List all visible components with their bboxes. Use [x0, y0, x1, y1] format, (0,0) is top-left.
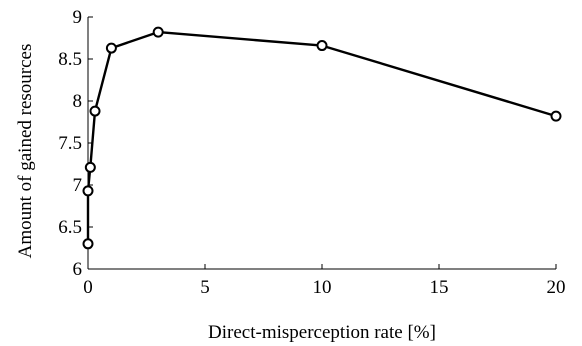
y-tick-label: 6 [73, 259, 83, 280]
y-tick-label: 6.5 [58, 217, 82, 238]
y-tick-label: 9 [73, 7, 83, 28]
data-point [550, 110, 562, 122]
x-ticks: 0 5 10 15 20 [83, 264, 566, 298]
data-point [84, 161, 96, 173]
data-point [89, 105, 101, 117]
y-tick-label: 7 [73, 175, 83, 196]
x-tick-label: 10 [313, 277, 332, 298]
axes [87, 17, 556, 270]
y-tick-label: 8 [73, 91, 83, 112]
y-tick-label: 8.5 [58, 49, 82, 70]
x-tick-label: 15 [430, 277, 449, 298]
series-line [86, 30, 557, 244]
data-point [152, 26, 164, 38]
data-point [82, 238, 94, 250]
y-ticks: 6 6.5 7 7.5 8 8.5 9 [58, 7, 93, 280]
y-tick-label: 7.5 [58, 133, 82, 154]
x-tick-label: 20 [547, 277, 566, 298]
x-axis-label: Direct-misperception rate [%] [208, 322, 436, 343]
data-point [105, 42, 117, 54]
series [82, 26, 562, 250]
x-tick-label: 5 [200, 277, 210, 298]
x-tick-label: 0 [83, 277, 93, 298]
data-point [316, 40, 328, 52]
data-point [82, 185, 94, 197]
y-axis-label: Amount of gained resources [15, 44, 36, 259]
